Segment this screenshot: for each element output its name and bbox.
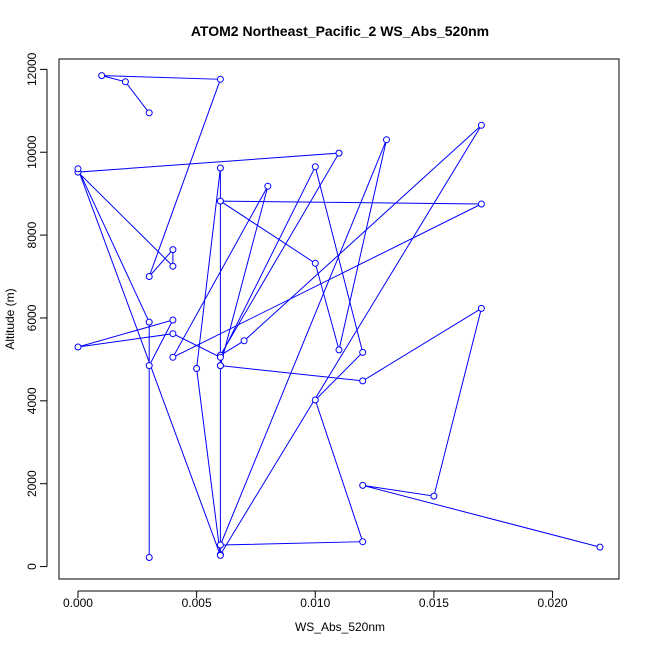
- data-point: [169, 353, 177, 361]
- data-point: [596, 543, 604, 551]
- y-tick-label: 12000: [25, 52, 39, 86]
- data-point: [145, 109, 153, 117]
- series-polyline: [76, 75, 601, 558]
- x-tick-label: 0.020: [538, 596, 568, 610]
- x-tick-label: 0.000: [63, 596, 93, 610]
- chart-title: ATOM2 Northeast_Pacific_2 WS_Abs_520nm: [191, 23, 489, 39]
- x-tick-label: 0.010: [300, 596, 330, 610]
- data-point: [359, 377, 367, 385]
- data-point: [383, 136, 390, 144]
- data-point: [216, 541, 224, 549]
- data-point: [311, 396, 319, 404]
- data-point: [264, 182, 272, 190]
- y-axis: 0 2000 4000 6000 8000 10000 12000: [25, 52, 48, 570]
- data-point: [145, 362, 153, 370]
- y-tick-label: 10000: [25, 135, 39, 169]
- y-tick-label: 8000: [25, 221, 39, 248]
- plot-area-frame: [58, 58, 620, 580]
- data-point: [335, 346, 343, 354]
- x-axis: 0.000 0.005 0.010 0.015 0.020: [63, 590, 568, 610]
- series-points: [74, 72, 604, 561]
- data-point: [477, 200, 485, 208]
- data-point: [216, 75, 224, 83]
- data-point: [216, 197, 224, 205]
- data-point: [121, 78, 129, 86]
- data-point: [359, 348, 367, 356]
- x-axis-label: WS_Abs_520nm: [295, 620, 385, 634]
- data-point: [74, 343, 82, 351]
- data-point: [145, 318, 153, 326]
- data-point: [216, 362, 224, 370]
- data-point: [169, 330, 177, 338]
- data-point: [430, 492, 438, 500]
- data-point: [145, 273, 153, 280]
- data-point: [359, 538, 367, 546]
- data-point: [145, 554, 153, 561]
- series-line: [76, 75, 601, 558]
- data-point: [477, 121, 485, 129]
- data-point: [169, 262, 177, 270]
- y-tick-label: 4000: [25, 387, 39, 414]
- data-point: [311, 163, 319, 171]
- data-point: [477, 304, 485, 312]
- data-point: [359, 481, 367, 489]
- data-point: [74, 165, 82, 173]
- y-tick-label: 6000: [25, 304, 39, 331]
- data-point: [311, 259, 319, 267]
- x-tick-label: 0.005: [182, 596, 212, 610]
- data-point: [216, 551, 224, 559]
- x-tick-label: 0.015: [419, 596, 449, 610]
- data-point: [169, 246, 177, 254]
- data-point: [240, 337, 248, 345]
- data-point: [216, 353, 224, 361]
- y-axis-label: Altitude (m): [3, 288, 17, 349]
- data-point: [216, 164, 224, 172]
- data-point: [98, 72, 106, 80]
- y-tick-label: 2000: [25, 470, 39, 497]
- data-point: [193, 365, 201, 372]
- y-tick-label: 0: [25, 563, 39, 570]
- data-point: [169, 316, 177, 324]
- data-point: [335, 149, 343, 157]
